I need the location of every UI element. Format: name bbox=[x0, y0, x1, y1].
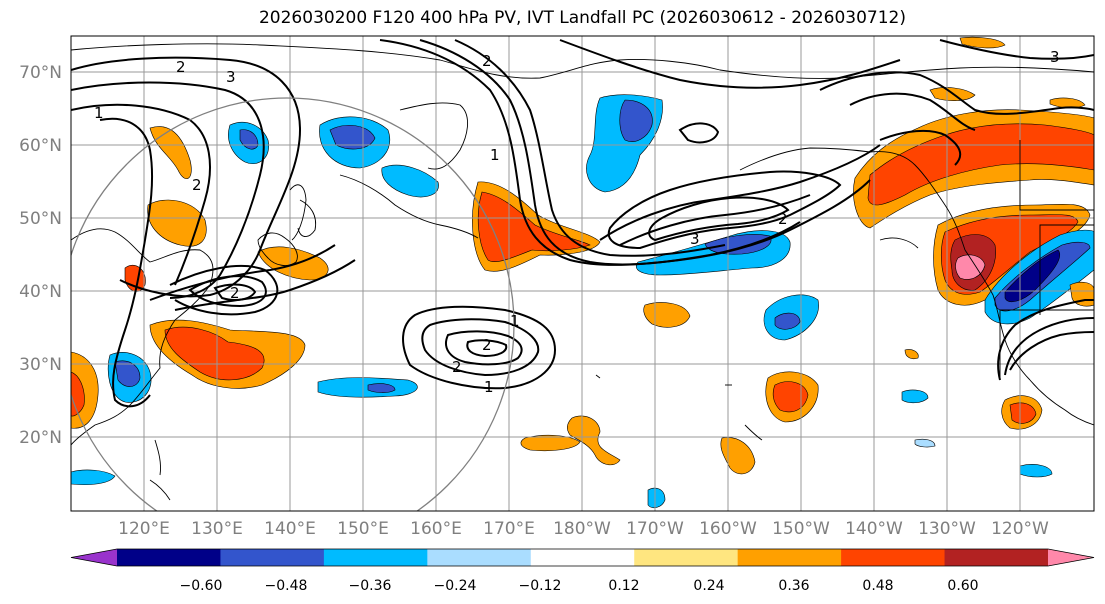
colorbar-tick-label: −0.24 bbox=[434, 578, 477, 594]
contour-label: 2 bbox=[482, 52, 492, 70]
lon-label: 180°W bbox=[553, 519, 611, 539]
colorbar-tick-label: −0.36 bbox=[349, 578, 392, 594]
colorbar-extend-low bbox=[71, 549, 117, 566]
lat-label: 20°N bbox=[19, 428, 62, 448]
colorbar-tick-label: 0.48 bbox=[862, 578, 893, 594]
colorbar-bin bbox=[944, 549, 1049, 566]
lon-label: 120°E bbox=[118, 519, 170, 539]
contour-label: 2 bbox=[778, 210, 788, 228]
contour-label: 2 bbox=[482, 336, 492, 354]
lon-label: 130°W bbox=[918, 519, 976, 539]
graticule bbox=[71, 36, 1094, 511]
lon-label: 130°E bbox=[191, 519, 243, 539]
lat-label: 60°N bbox=[19, 136, 62, 156]
radius-circle bbox=[71, 97, 515, 511]
colorbar-tick-label: 0.12 bbox=[608, 578, 639, 594]
colorbar-tick-label: −0.60 bbox=[180, 578, 223, 594]
colorbar bbox=[70, 548, 1095, 567]
lat-label: 70°N bbox=[19, 63, 62, 83]
contour-label: 3 bbox=[226, 68, 236, 86]
colorbar-bin bbox=[220, 549, 325, 566]
colorbar-tick-label: 0.36 bbox=[778, 578, 809, 594]
lon-label: 160°W bbox=[699, 519, 757, 539]
colorbar-labels: −0.60 −0.48 −0.36 −0.24 −0.12 0.12 0.24 … bbox=[180, 578, 979, 594]
colorbar-bin bbox=[634, 549, 739, 566]
colorbar-bin bbox=[737, 549, 842, 566]
lat-label: 30°N bbox=[19, 355, 62, 375]
contour-label: 2 bbox=[176, 58, 186, 76]
colorbar-bin bbox=[117, 549, 221, 566]
lat-label: 50°N bbox=[19, 209, 62, 229]
longitude-labels: 120°E 130°E 140°E 150°E 160°E 170°E 180°… bbox=[118, 519, 1049, 539]
lon-label: 120°W bbox=[991, 519, 1049, 539]
colorbar-bin bbox=[530, 549, 635, 566]
lon-label: 140°W bbox=[845, 519, 903, 539]
contour-label: 3 bbox=[1050, 48, 1060, 66]
contour-label: 1 bbox=[94, 104, 104, 122]
contour-label: 2 bbox=[452, 358, 462, 376]
lon-label: 140°E bbox=[264, 519, 316, 539]
colorbar-extend-high bbox=[1048, 549, 1094, 566]
lat-label: 40°N bbox=[19, 282, 62, 302]
lon-label: 160°E bbox=[410, 519, 462, 539]
lon-label: 170°E bbox=[483, 519, 535, 539]
colorbar-tick-label: −0.48 bbox=[265, 578, 308, 594]
map-title: 2026030200 F120 400 hPa PV, IVT Landfall… bbox=[258, 8, 906, 28]
colorbar-bin bbox=[427, 549, 532, 566]
colorbar-tick-label: 0.60 bbox=[947, 578, 978, 594]
lon-label: 170°W bbox=[626, 519, 684, 539]
colorbar-outline bbox=[70, 548, 1095, 567]
contour-label: 2 bbox=[192, 176, 202, 194]
lon-label: 150°W bbox=[772, 519, 830, 539]
contour-label: 1 bbox=[484, 378, 494, 396]
pv-contours bbox=[71, 39, 1094, 408]
colorbar-tick-label: −0.12 bbox=[519, 578, 562, 594]
contour-label: 1 bbox=[510, 312, 520, 330]
colorbar-bin bbox=[323, 549, 428, 566]
contour-label-group: 1 2 3 2 2 1 2 2 1 1 3 2 2 3 bbox=[94, 48, 1060, 396]
lon-label: 150°E bbox=[337, 519, 389, 539]
latitude-labels: 70°N 60°N 50°N 40°N 30°N 20°N bbox=[19, 63, 62, 448]
contour-label: 1 bbox=[490, 146, 500, 164]
contour-label: 2 bbox=[230, 284, 240, 302]
contour-label: 3 bbox=[690, 230, 700, 248]
map-frame bbox=[70, 35, 1095, 512]
colorbar-bin bbox=[841, 549, 946, 566]
colorbar-tick-label: 0.24 bbox=[693, 578, 724, 594]
